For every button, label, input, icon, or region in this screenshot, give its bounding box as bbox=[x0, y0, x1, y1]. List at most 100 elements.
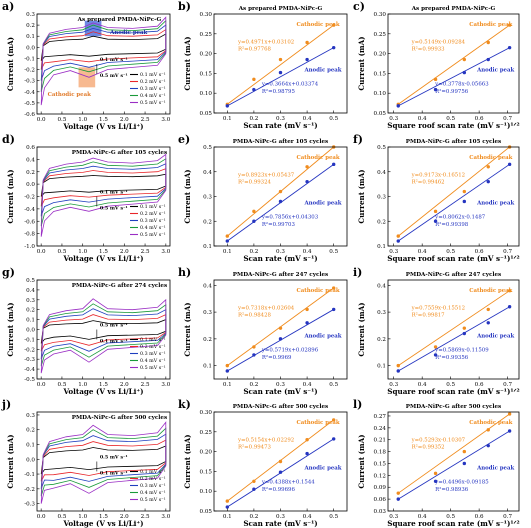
cv-curve bbox=[40, 153, 167, 237]
data-point bbox=[396, 234, 400, 238]
fit-equation: y=0.9173x-0.16512 bbox=[411, 173, 465, 179]
legend-label: 0.2 mV s⁻¹ bbox=[140, 344, 166, 350]
x-tick-label: 0.3 bbox=[389, 382, 398, 388]
legend-label: 0.2 mV s⁻¹ bbox=[140, 79, 166, 85]
y-tick-label: 0.2 bbox=[26, 308, 35, 314]
y-axis-label: Current (mA) bbox=[357, 302, 366, 356]
data-point bbox=[462, 57, 467, 62]
x-tick-label: 3.0 bbox=[161, 514, 170, 520]
chart-panel-a: As prepared PMDA-NiPc-G0.1 mV s⁻¹0.2 mV … bbox=[2, 0, 171, 131]
arrow-label-top: 0.5 mV s⁻¹ bbox=[100, 323, 128, 329]
series-label: Anodic peak bbox=[303, 67, 341, 73]
data-point bbox=[396, 363, 400, 368]
data-point bbox=[278, 326, 283, 330]
y-tick-label: 0.2 bbox=[26, 23, 35, 29]
x-tick-label: 0.4 bbox=[303, 249, 312, 255]
y-tick-label: 0.0 bbox=[26, 45, 35, 51]
fit-equation: y=0.3664x+0.03374 bbox=[261, 81, 319, 87]
x-tick-label: 0.3 bbox=[389, 116, 398, 122]
y-tick-label: 0.1 bbox=[26, 34, 35, 40]
fit-r2: R²=0.98936 bbox=[435, 486, 469, 493]
legend-label: 0.5 mV s⁻¹ bbox=[140, 497, 166, 503]
data-point bbox=[433, 345, 438, 349]
data-point bbox=[462, 331, 467, 336]
x-axis-label: Voltage (V vs Li/Li⁺) bbox=[62, 519, 143, 528]
fit-r2: R²=0.99756 bbox=[435, 88, 469, 95]
x-tick-label: 0.4 bbox=[418, 116, 427, 122]
legend-label: 0.1 mV s⁻¹ bbox=[140, 337, 166, 343]
data-point bbox=[486, 321, 490, 325]
fit-line bbox=[397, 413, 510, 494]
y-axis-label: Current (mA) bbox=[6, 434, 15, 488]
x-tick-label: 0.7 bbox=[503, 249, 512, 255]
fit-equation: y=0.7559x-0.15512 bbox=[411, 306, 465, 312]
fit-r2: R²=0.99356 bbox=[435, 354, 469, 361]
legend-label: 0.4 mV s⁻¹ bbox=[140, 225, 166, 231]
data-point bbox=[507, 429, 512, 433]
y-tick-label: 0.10 bbox=[200, 489, 213, 495]
x-tick-label: 3.0 bbox=[161, 249, 170, 255]
fit-equation: y=0.8062x-0.1487 bbox=[434, 214, 486, 220]
x-tick-label: 0.4 bbox=[418, 514, 427, 520]
y-tick-label: 0.2 bbox=[377, 337, 386, 343]
plot-frame bbox=[36, 411, 171, 512]
data-point bbox=[278, 470, 283, 474]
panel-letter: f) bbox=[353, 133, 363, 146]
data-point bbox=[462, 461, 467, 466]
series-label: Anodic peak bbox=[476, 333, 514, 339]
x-tick-label: 0.0 bbox=[37, 249, 46, 255]
y-tick-label: 0.20 bbox=[200, 52, 213, 58]
fit-equation: y=0.5154x+0.02292 bbox=[237, 438, 294, 444]
anodic-peak-label: Anodic peak bbox=[109, 30, 147, 36]
y-tick-label: 0.3 bbox=[377, 310, 386, 316]
data-point bbox=[305, 438, 309, 442]
arrow-label-top: 0.1 mV s⁻¹ bbox=[100, 190, 128, 196]
data-point bbox=[486, 443, 490, 448]
data-point bbox=[305, 451, 309, 456]
x-tick-label: 1.0 bbox=[78, 382, 87, 388]
y-tick-label: 0.4 bbox=[377, 170, 386, 176]
chart-title: As prepared PMDA-NiPc-G bbox=[77, 17, 162, 23]
y-axis-label: Current (mA) bbox=[357, 169, 366, 223]
data-point bbox=[225, 239, 229, 243]
data-point bbox=[433, 209, 438, 214]
x-axis-label: Voltage (V vs Li/Li⁺) bbox=[62, 122, 143, 131]
y-axis-label: Current (mA) bbox=[183, 36, 192, 90]
chart-title: As prepared PMDA-NiPc-G bbox=[238, 6, 323, 12]
data-point bbox=[252, 209, 256, 214]
y-axis-label: Current (mA) bbox=[357, 434, 366, 488]
data-point bbox=[252, 77, 256, 82]
plot-frame bbox=[387, 411, 520, 512]
y-tick-label: -0.4 bbox=[24, 207, 35, 213]
data-point bbox=[433, 219, 438, 223]
arrow-label-bottom: 0.1 mV s⁻¹ bbox=[100, 470, 128, 476]
legend-label: 0.2 mV s⁻¹ bbox=[140, 476, 166, 482]
x-tick-label: 0.5 bbox=[329, 514, 338, 520]
y-tick-label: 0.4 bbox=[377, 283, 386, 289]
legend-label: 0.3 mV s⁻¹ bbox=[140, 483, 166, 489]
data-point bbox=[252, 479, 256, 483]
x-tick-label: 0.7 bbox=[503, 382, 512, 388]
y-tick-label: 0.25 bbox=[200, 430, 213, 436]
series-label: Anodic peak bbox=[303, 465, 341, 471]
y-tick-label: 0.0 bbox=[26, 457, 35, 463]
panel-letter: l) bbox=[353, 398, 362, 411]
x-axis-label: Scan rate (mV s⁻¹) bbox=[243, 387, 317, 396]
legend-label: 0.2 mV s⁻¹ bbox=[140, 211, 166, 217]
fit-r2: R²=0.99324 bbox=[238, 179, 272, 186]
chart-title: PMDA-NiPc-G after 500 cycles bbox=[233, 404, 328, 410]
chart-panel-k: PMDA-NiPc-G after 500 cycles Cathodic pea… bbox=[178, 398, 348, 528]
data-point bbox=[252, 487, 256, 491]
x-axis-label: Square roof scan rate (mV s⁻¹)¹ᐟ² bbox=[387, 254, 519, 263]
y-tick-label: 0.09 bbox=[374, 485, 387, 491]
x-tick-label: 0.0 bbox=[37, 382, 46, 388]
x-tick-label: 0.5 bbox=[446, 249, 455, 255]
y-tick-label: 0.5 bbox=[203, 145, 212, 151]
y-tick-label: 0.12 bbox=[374, 473, 387, 479]
fit-line bbox=[398, 306, 510, 372]
x-axis-label: Square roof scan rate (mV s⁻¹)¹ᐟ² bbox=[387, 121, 519, 130]
legend-label: 0.3 mV s⁻¹ bbox=[140, 218, 166, 224]
fit-r2: R²=0.9969 bbox=[262, 354, 292, 361]
y-tick-label: 0.30 bbox=[200, 410, 213, 416]
